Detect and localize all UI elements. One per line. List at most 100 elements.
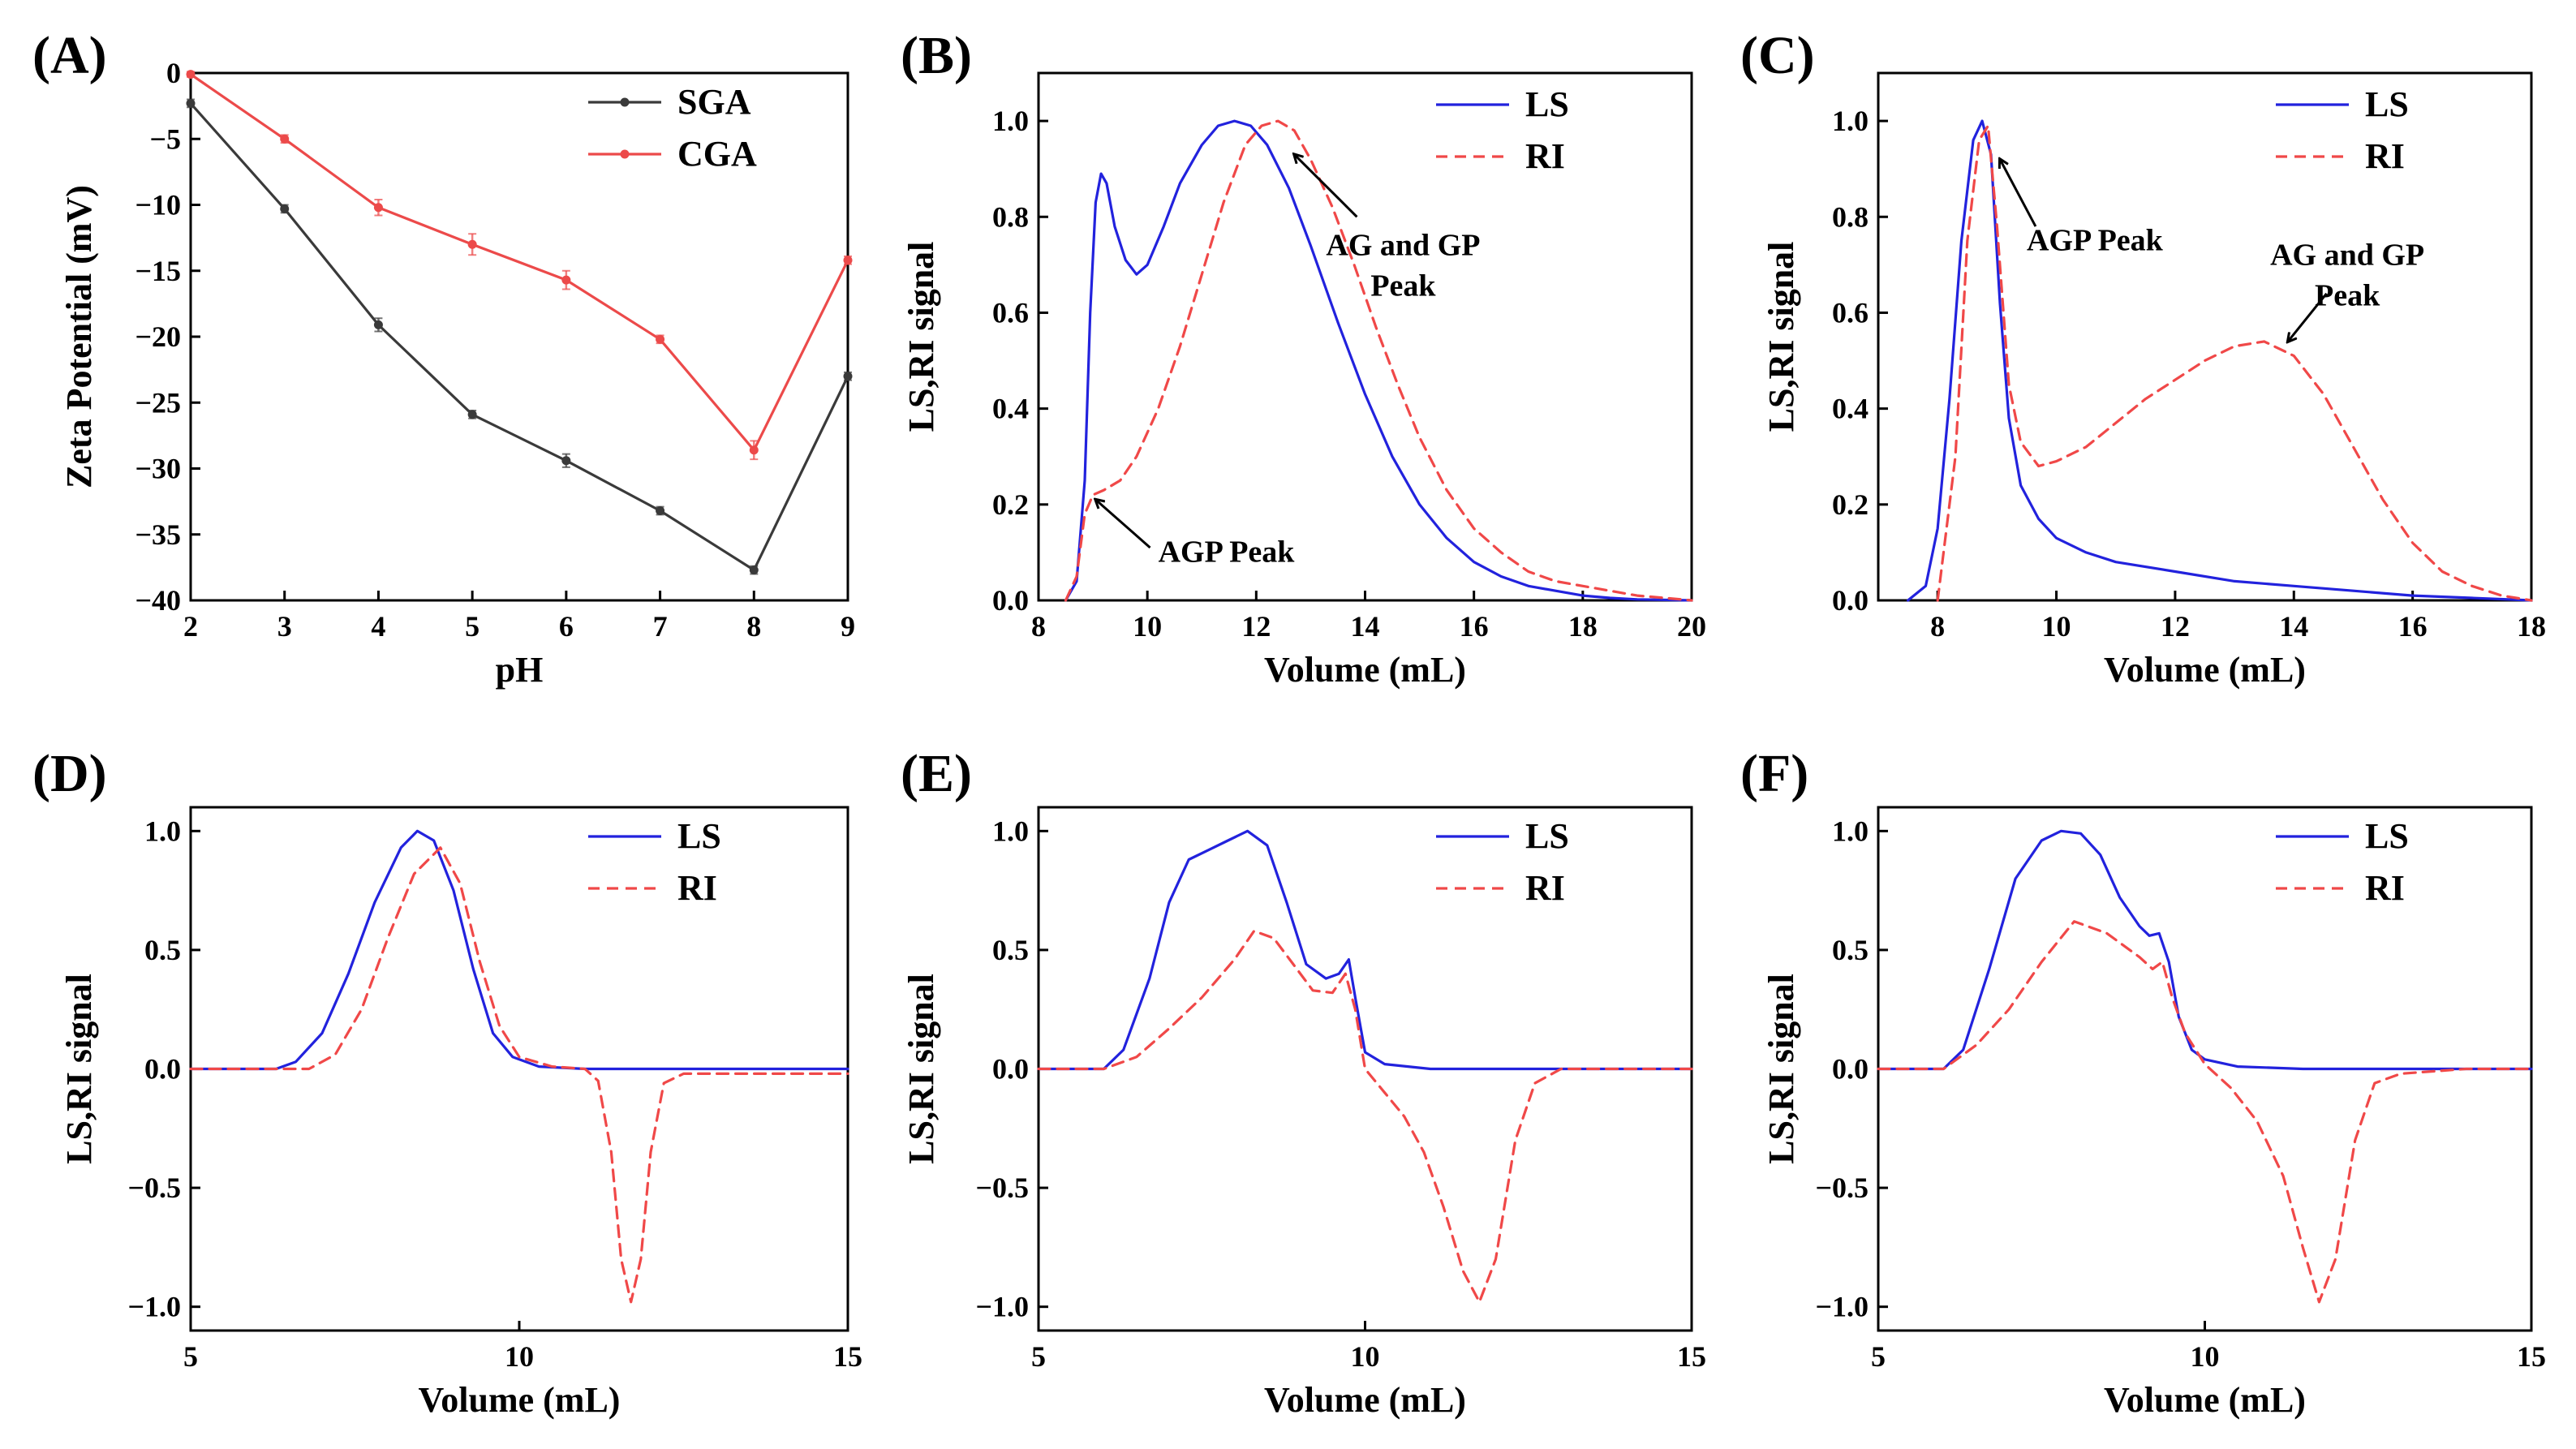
y-tick-label: −1.0 (127, 1291, 181, 1323)
legend-label: LS (1525, 84, 1569, 124)
series-ls (189, 829, 849, 1071)
legend-label: SGA (677, 82, 751, 122)
legend-marker (620, 149, 630, 159)
series-ri (1064, 119, 1693, 602)
x-tick-label: 15 (2517, 1340, 2546, 1373)
series-ls (1037, 829, 1693, 1071)
data-point (373, 320, 383, 329)
panel-e: (E) 5 10 15 1.0 0.5 0.0 −0.5 −1.0 Volume (mL) LS,R… (901, 744, 1706, 1420)
y-tick-label: 0.0 (1832, 1053, 1869, 1086)
x-axis-title: Volume (mL) (2104, 650, 2306, 690)
series-ri (1877, 920, 2533, 1304)
x-tick-label: 12 (1241, 610, 1271, 643)
annotation-arrow (2000, 159, 2037, 227)
x-tick-label: 5 (465, 610, 480, 643)
y-axis-title: LS,RI signal (1761, 974, 1801, 1164)
x-axis-title: Volume (mL) (2104, 1380, 2306, 1420)
x-tick-label: 8 (1930, 610, 1945, 643)
x-tick-label: 18 (1568, 610, 1598, 643)
legend-label: RI (2365, 868, 2405, 908)
legend-label: RI (1525, 136, 1565, 176)
series-line (1877, 829, 2533, 1071)
annotation: AGP Peak (1095, 500, 1295, 570)
y-tick-label: −0.5 (975, 1172, 1029, 1204)
annotation-text: AG and GP (1326, 229, 1480, 263)
legend-label: LS (2365, 816, 2409, 856)
data-point (749, 565, 759, 575)
y-tick-label: 1.0 (1832, 105, 1869, 137)
x-axis-title: Volume (mL) (1264, 650, 1466, 690)
y-tick-label: 0 (166, 57, 181, 89)
y-tick-label: −40 (135, 584, 181, 617)
x-tick-label: 12 (2161, 610, 2190, 643)
data-point (186, 70, 196, 80)
y-tick-label: 1.0 (1832, 815, 1869, 847)
x-tick-label: 15 (833, 1340, 862, 1373)
legend-label: LS (1525, 816, 1569, 856)
x-axis-title: Volume (mL) (1264, 1380, 1466, 1420)
y-axis-title: LS,RI signal (901, 974, 941, 1164)
y-tick-label: 0.2 (1832, 488, 1869, 521)
legend-marker (620, 97, 630, 107)
legend-label: RI (2365, 136, 2405, 176)
series-line (189, 101, 849, 572)
series-sga (186, 98, 853, 575)
y-axis-title: LS,RI signal (1761, 242, 1801, 432)
data-point (749, 445, 759, 455)
panel-letter: (C) (1740, 26, 1815, 85)
y-tick-label: −0.5 (127, 1172, 181, 1204)
series-ri (189, 846, 849, 1304)
x-tick-label: 5 (183, 1340, 198, 1373)
x-tick-label: 10 (2191, 1340, 2220, 1373)
series-ls (1877, 829, 2533, 1071)
data-point (561, 456, 571, 466)
panel-letter: (B) (901, 26, 972, 85)
x-tick-label: 10 (2042, 610, 2071, 643)
y-tick-label: 0.4 (1832, 393, 1869, 425)
panel-letter: (A) (32, 26, 107, 85)
series-ri (1037, 929, 1693, 1304)
y-tick-label: −35 (135, 518, 181, 551)
series-line (189, 73, 849, 452)
annotation-text: AGP Peak (1159, 535, 1296, 570)
y-tick-label: 0.6 (1832, 296, 1869, 329)
y-tick-label: 0.5 (144, 934, 181, 966)
x-tick-label: 6 (559, 610, 574, 643)
y-tick-label: 0.0 (1832, 584, 1869, 617)
data-point (280, 134, 290, 144)
y-tick-label: −10 (135, 189, 181, 221)
y-tick-label: 1.0 (992, 815, 1029, 847)
y-axis-title: LS,RI signal (59, 974, 99, 1164)
data-point (467, 410, 477, 419)
x-axis-title: Volume (mL) (419, 1380, 621, 1420)
x-tick-label: 2 (183, 610, 198, 643)
series-ls (1064, 119, 1693, 602)
panel-letter: (D) (32, 744, 107, 803)
y-tick-label: 0.5 (1832, 934, 1869, 966)
annotation-text: AGP Peak (2027, 224, 2164, 258)
series-line (1064, 119, 1693, 602)
x-tick-label: 10 (1351, 1340, 1380, 1373)
annotation-arrow (1294, 154, 1358, 218)
y-tick-label: 0.0 (992, 1053, 1029, 1086)
panel-f: (F) 5 10 15 1.0 0.5 0.0 −0.5 −1.0 Volume (mL) LS,R… (1740, 744, 2546, 1420)
x-tick-label: 5 (1871, 1340, 1886, 1373)
data-point (656, 334, 665, 344)
x-tick-label: 16 (1460, 610, 1489, 643)
y-axis-title: LS,RI signal (901, 242, 941, 432)
series-ls (1907, 119, 2533, 602)
x-tick-label: 10 (505, 1340, 534, 1373)
y-tick-label: 1.0 (144, 815, 181, 847)
x-tick-label: 9 (841, 610, 855, 643)
data-point (561, 275, 571, 285)
panel-letter: (F) (1740, 744, 1808, 803)
panel-a: (A) 2 3 4 5 6 7 8 9 0 −5 −10 −15 −20 −25 −30 −35 −40 pH Zet… (32, 26, 855, 690)
y-axis-title: Zeta Potential (mV) (59, 185, 99, 488)
y-tick-label: −15 (135, 255, 181, 287)
panel-b: (B) 8 10 12 14 16 18 20 0.0 0.2 0.4 0.6 0.8 1.0 Volume… (901, 26, 1706, 690)
x-tick-label: 4 (371, 610, 385, 643)
x-tick-label: 14 (1351, 610, 1380, 643)
